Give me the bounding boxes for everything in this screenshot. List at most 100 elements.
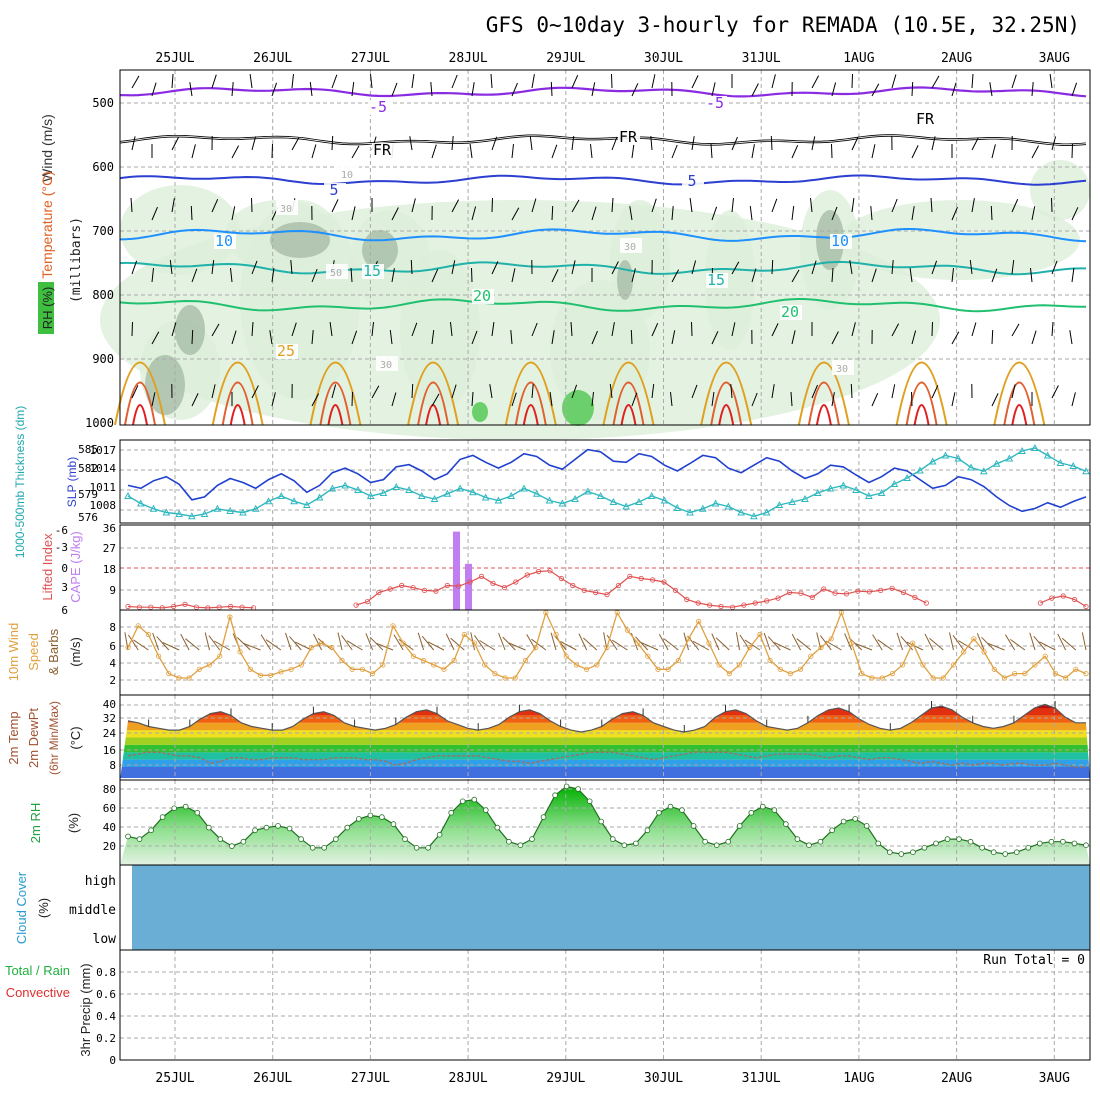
lifted-index-marker: [125, 603, 131, 610]
wind-barb: [571, 260, 576, 275]
wind10m-barb: [180, 633, 190, 651]
wind-speed-marker: [899, 662, 906, 668]
contour-label-bg: [376, 356, 398, 371]
wind-speed-line: [127, 610, 1087, 679]
thickness-marker: [443, 489, 452, 497]
date-label-bottom: 1AUG: [843, 1071, 874, 1086]
precip-tick-label: 0.2: [96, 1032, 116, 1045]
wind-speed-marker: [1052, 670, 1059, 677]
wind-barb: [831, 331, 839, 345]
date-label-top: 26JUL: [253, 51, 292, 66]
thickness-marker: [903, 473, 912, 481]
temp-band: [120, 759, 1090, 767]
wind10m-barb: [641, 642, 659, 651]
wind-barb: [1031, 145, 1040, 159]
wind-barb: [410, 259, 413, 275]
wind-speed-marker: [634, 640, 641, 646]
rh-marker: [540, 814, 547, 820]
wind-speed-marker: [217, 653, 223, 659]
wind-barb: [1051, 321, 1054, 337]
lifted-index-marker: [832, 590, 838, 596]
wind10m-barb: [735, 632, 740, 651]
wind-barb: [771, 384, 775, 399]
date-label-top: 31JUL: [742, 51, 781, 66]
contour-label-bg: [832, 360, 854, 375]
contour-freezing-inner: [119, 135, 1087, 146]
thickness-marker: [456, 484, 464, 492]
wind10m-barb: [877, 639, 893, 651]
wind-speed-marker: [910, 640, 916, 646]
wind-barb: [931, 75, 940, 89]
wind-barb: [471, 206, 477, 221]
wind-barb: [691, 384, 698, 399]
wind-barb: [651, 384, 655, 399]
thickness-marker: [328, 484, 337, 492]
date-label-bottom: 25JUL: [155, 1071, 194, 1086]
wind-barb: [590, 144, 593, 159]
thickness-marker: [890, 479, 899, 487]
rh-marker: [1037, 840, 1043, 847]
lifted-index-marker: [570, 582, 576, 589]
thickness-marker: [162, 508, 171, 516]
wind-speed-marker: [431, 662, 437, 668]
lifted-index-marker: [513, 579, 519, 585]
wind-barb: [1011, 74, 1017, 89]
rh-marker: [159, 814, 166, 820]
rh-marker: [379, 814, 385, 820]
lifted-index-marker: [775, 595, 781, 601]
lifted-index-marker: [809, 594, 815, 601]
wind-barb: [409, 136, 413, 151]
lifted-index-marker: [706, 602, 713, 608]
wind10m-barb: [976, 633, 985, 651]
wind-barb: [831, 82, 837, 97]
wind-barb: [931, 321, 933, 337]
thickness-marker: [609, 497, 618, 505]
lifted-index-marker: [923, 600, 929, 606]
wind-speed-marker: [685, 636, 692, 642]
axis-label-minmax: (6hr Min/Max): [47, 701, 61, 775]
contour-label-bg: [324, 183, 346, 198]
contour-label: 20: [473, 287, 491, 305]
thickness-marker: [149, 504, 158, 512]
wind10m-barb: [260, 634, 272, 651]
date-label-bottom: 3AUG: [1039, 1071, 1070, 1086]
wind-tick-label: 8: [109, 621, 116, 634]
wind-barb: [631, 268, 636, 283]
wind10m-barb: [376, 642, 394, 651]
temp-tick-label: 24: [103, 727, 117, 740]
wind10m-barb: [952, 635, 965, 651]
wind-barb: [771, 74, 776, 89]
wind-speed-marker: [278, 669, 284, 675]
rh-marker: [1002, 851, 1008, 857]
contour-minus5: [119, 86, 1087, 98]
wind-barb: [971, 137, 979, 151]
rh-tick-label: 80: [103, 783, 116, 796]
wind-barb: [329, 322, 333, 337]
lifted-index-marker: [410, 584, 416, 591]
contour-30-dome: [319, 381, 352, 426]
thickness-marker: [571, 494, 579, 502]
wind-barb: [511, 207, 520, 221]
rh-marker: [967, 838, 974, 845]
wind10m-barb: [791, 633, 802, 651]
wind-barb: [851, 322, 856, 337]
contour-30-dome: [514, 381, 547, 426]
wind-barb: [251, 385, 259, 399]
contour-35-dome: [718, 404, 735, 426]
wind-barb: [611, 197, 614, 213]
temp-band: [120, 737, 1090, 745]
lifted-index-marker: [433, 588, 439, 594]
wind-barb: [230, 268, 233, 283]
contour-25-dome: [114, 361, 166, 426]
wind-barb: [1011, 384, 1016, 399]
wind-speed-marker: [125, 644, 131, 651]
chart-title: GFS 0~10day 3-hourly for REMADA (10.5E, …: [486, 13, 1080, 37]
thickness-tick-label: 579: [78, 488, 98, 501]
contour-30-dome: [807, 381, 840, 426]
rh-marker: [240, 838, 247, 845]
precip-tick-label: 0.6: [96, 988, 116, 1001]
wind-barb: [1031, 330, 1037, 345]
wind-speed-marker: [665, 666, 671, 672]
wind-speed-marker: [859, 670, 865, 677]
lifted-index-marker: [547, 568, 553, 574]
